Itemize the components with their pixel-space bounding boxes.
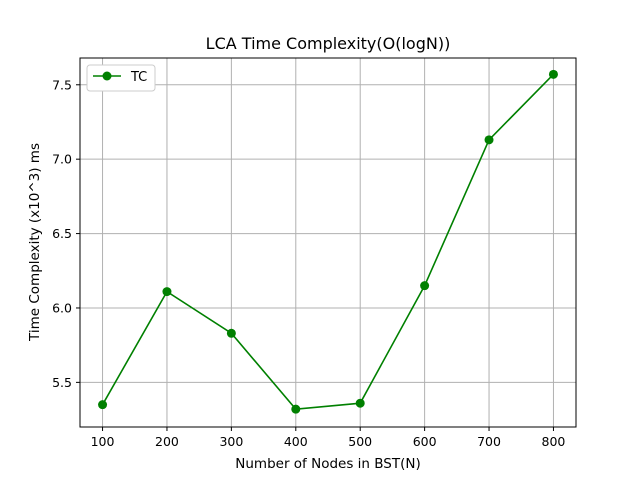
data-point-marker	[355, 398, 365, 408]
grid-lines	[80, 58, 576, 427]
chart-title: LCA Time Complexity(O(logN))	[206, 34, 451, 53]
legend-marker-icon	[102, 71, 112, 81]
data-point-marker	[226, 328, 236, 338]
x-tick-label: 200	[155, 434, 179, 449]
plot-frame	[79, 57, 577, 428]
y-tick-label: 6.5	[52, 226, 72, 241]
y-axis-ticks: 5.5 6.0 6.5 7.0 7.5	[52, 77, 80, 390]
series-line-1	[101, 73, 555, 410]
y-tick-label: 7.0	[52, 152, 72, 167]
legend-box	[86, 64, 156, 92]
data-point-marker	[484, 135, 494, 145]
data-point-marker	[291, 404, 301, 414]
data-point-marker	[548, 69, 558, 79]
x-tick-label: 300	[219, 434, 243, 449]
x-tick-label: 400	[284, 434, 308, 449]
series-layer	[98, 69, 558, 414]
y-tick-label: 7.5	[52, 77, 72, 92]
x-tick-label: 700	[477, 434, 501, 449]
y-tick-label: 5.5	[52, 375, 72, 390]
x-tick-label: 800	[542, 434, 566, 449]
data-point-marker	[420, 281, 430, 291]
legend-label: TC	[130, 70, 147, 85]
data-point-marker	[162, 287, 172, 297]
data-point-marker	[98, 400, 108, 410]
y-axis-label: Time Complexity (x10^3) ms	[27, 143, 43, 342]
x-tick-label: 100	[91, 434, 115, 449]
x-tick-label: 500	[348, 434, 372, 449]
y-tick-label: 6.0	[52, 300, 72, 315]
x-axis-label: Number of Nodes in BST(N)	[235, 456, 420, 472]
x-tick-label: 600	[413, 434, 437, 449]
x-axis-ticks: 100 200 300 400 500 600 700 800	[91, 427, 566, 449]
legend: TC	[86, 64, 156, 92]
